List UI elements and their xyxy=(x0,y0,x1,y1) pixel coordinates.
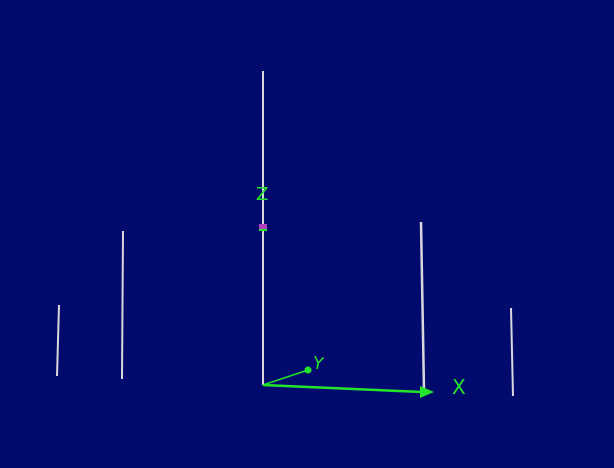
rod-left-far[interactable] xyxy=(56,304,60,377)
z-axis-label: Z xyxy=(256,184,268,205)
rod-left-near[interactable] xyxy=(121,230,124,380)
origin-marker-highlight xyxy=(259,229,267,231)
rod-right-far[interactable] xyxy=(510,307,514,397)
rods-group xyxy=(56,71,514,397)
rod-right-near[interactable] xyxy=(419,221,426,392)
y-axis-label: Y xyxy=(310,353,325,375)
y-axis-arrow xyxy=(262,366,312,386)
x-axis-arrow xyxy=(262,383,434,398)
x-axis-label: X xyxy=(452,375,466,399)
origin-marker[interactable] xyxy=(259,224,267,231)
